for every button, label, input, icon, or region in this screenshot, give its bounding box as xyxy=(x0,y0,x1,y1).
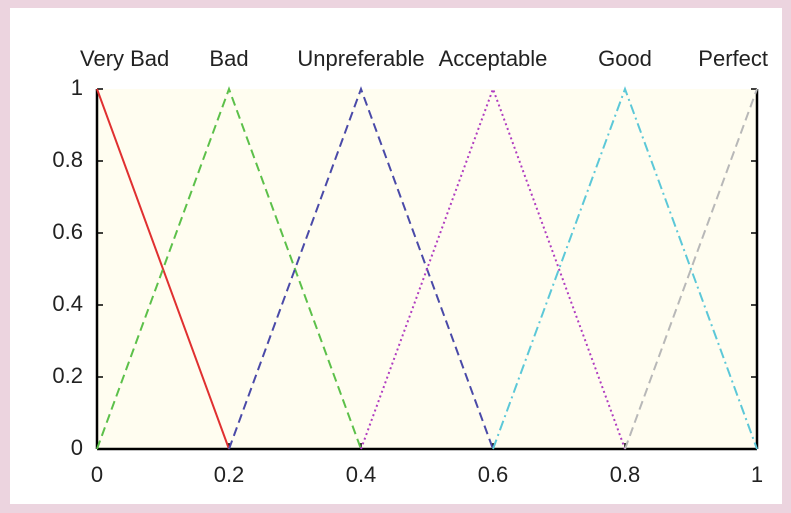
y-tick-label: 0 xyxy=(71,435,83,460)
x-tick-label: 0.6 xyxy=(478,462,509,487)
series-line xyxy=(96,88,230,450)
x-tick-label: 0.8 xyxy=(610,462,641,487)
series-label: Very Bad xyxy=(80,46,169,71)
series-label: Good xyxy=(598,46,652,71)
x-tick-label: 1 xyxy=(751,462,763,487)
x-tick-label: 0.2 xyxy=(214,462,245,487)
y-tick-label: 1 xyxy=(71,75,83,100)
y-tick-label: 0.6 xyxy=(52,219,83,244)
series-line xyxy=(96,86,362,450)
series-line xyxy=(228,86,494,450)
y-tick-label: 0.4 xyxy=(52,291,83,316)
series-label: Perfect xyxy=(698,46,768,71)
series-line xyxy=(492,86,758,450)
x-tick-label: 0 xyxy=(91,462,103,487)
y-tick-label: 0.8 xyxy=(52,147,83,172)
y-tick-label: 0.2 xyxy=(52,363,83,388)
series-line xyxy=(624,88,758,450)
series-label: Unpreferable xyxy=(297,46,424,71)
series-label: Acceptable xyxy=(439,46,548,71)
x-tick-label: 0.4 xyxy=(346,462,377,487)
series-label: Bad xyxy=(209,46,248,71)
